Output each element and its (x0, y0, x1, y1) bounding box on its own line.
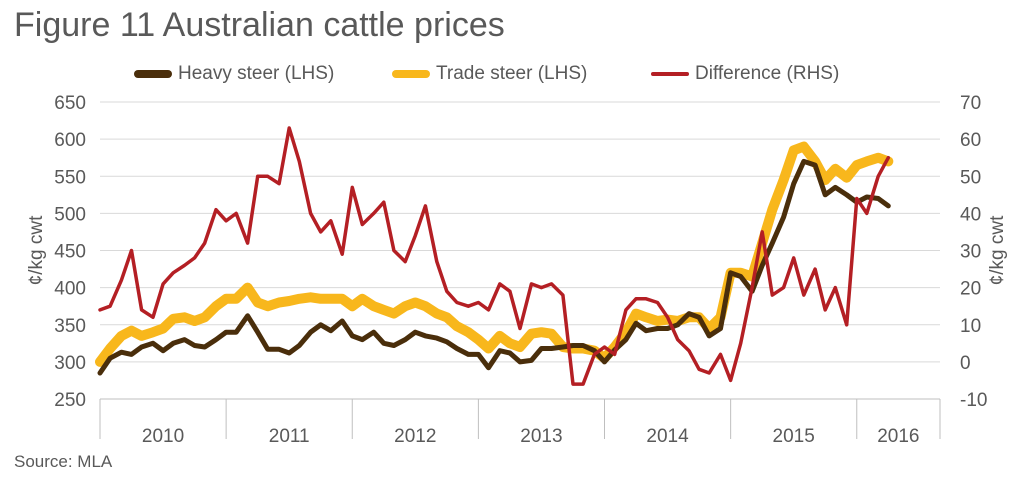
chart-title: Figure 11 Australian cattle prices (14, 6, 505, 44)
difference-rhs-line (98, 126, 891, 386)
y-right-tick-label: 40 (960, 204, 981, 225)
y-right-tick-label: 50 (960, 167, 981, 188)
y-left-tick-label: 650 (54, 93, 86, 114)
y-left-tick-label: 350 (54, 316, 86, 337)
y-right-tick-label: 70 (960, 93, 981, 114)
legend-swatch-difference (651, 72, 689, 76)
x-tick-label: 2011 (269, 426, 310, 447)
y-right-tick-label: 10 (960, 316, 981, 337)
x-tick-label: 2015 (773, 426, 815, 447)
y-left-tick-label: 450 (54, 242, 86, 263)
y-left-tick-label: 550 (54, 167, 86, 188)
legend-item-difference: Difference (RHS) (651, 60, 839, 88)
y-left-tick-label: 400 (54, 279, 86, 300)
y-right-tick-label: 0 (960, 353, 971, 374)
y-left-tick-label: 500 (54, 204, 86, 225)
heavy-steer-lhs-line (97, 158, 891, 376)
y-right-tick-label: -10 (960, 390, 987, 411)
legend-swatch-heavy-steer (134, 70, 172, 78)
y-left-axis-title: ¢/kg cwt (26, 215, 47, 285)
y-right-tick-label: 30 (960, 242, 981, 263)
trade-steer-lhs-line (95, 141, 894, 367)
y-left-tick-label: 600 (54, 130, 86, 151)
source-note: Source: MLA (14, 452, 113, 471)
x-tick-label: 2013 (520, 426, 562, 447)
legend-item-trade-steer: Trade steer (LHS) (392, 60, 587, 88)
y-right-tick-label: 60 (960, 130, 981, 151)
legend-label-difference: Difference (RHS) (695, 63, 840, 84)
legend-item-heavy-steer: Heavy steer (LHS) (134, 60, 334, 88)
legend: Heavy steer (LHS) Trade steer (LHS) Diff… (0, 60, 1024, 88)
y-left-tick-label: 250 (54, 390, 86, 411)
y-left-tick-label: 300 (54, 353, 86, 374)
x-tick-label: 2012 (394, 426, 436, 447)
x-tick-label: 2016 (877, 426, 919, 447)
x-tick-label: 2014 (646, 426, 689, 447)
legend-swatch-trade-steer (392, 70, 430, 78)
y-right-tick-label: 20 (960, 279, 981, 300)
legend-label-trade-steer: Trade steer (LHS) (436, 63, 588, 84)
x-tick-label: 2010 (142, 426, 184, 447)
legend-label-heavy-steer: Heavy steer (LHS) (178, 63, 335, 84)
y-right-axis-title: ¢/kg cwt (987, 215, 1008, 285)
